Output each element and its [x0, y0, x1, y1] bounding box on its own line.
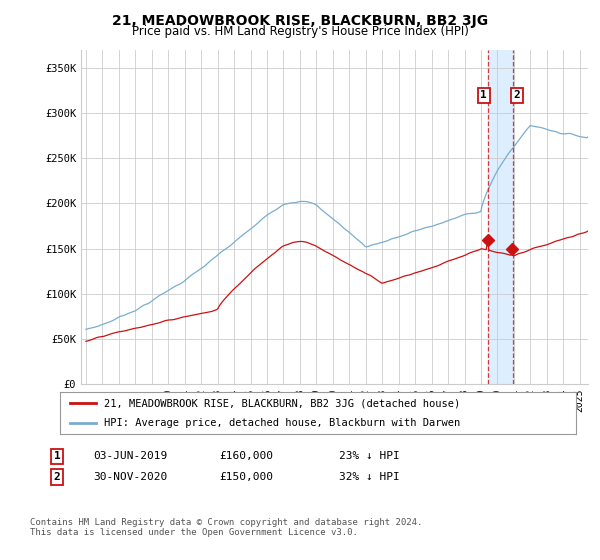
Text: £150,000: £150,000 [219, 472, 273, 482]
Text: 23% ↓ HPI: 23% ↓ HPI [339, 451, 400, 461]
Text: 21, MEADOWBROOK RISE, BLACKBURN, BB2 3JG (detached house): 21, MEADOWBROOK RISE, BLACKBURN, BB2 3JG… [104, 398, 460, 408]
Text: 03-JUN-2019: 03-JUN-2019 [93, 451, 167, 461]
Text: 1: 1 [53, 451, 61, 461]
Text: HPI: Average price, detached house, Blackburn with Darwen: HPI: Average price, detached house, Blac… [104, 418, 460, 428]
Text: 21, MEADOWBROOK RISE, BLACKBURN, BB2 3JG: 21, MEADOWBROOK RISE, BLACKBURN, BB2 3JG [112, 14, 488, 28]
Text: 1: 1 [481, 90, 487, 100]
Text: Contains HM Land Registry data © Crown copyright and database right 2024.
This d: Contains HM Land Registry data © Crown c… [30, 518, 422, 538]
Text: 2: 2 [514, 90, 520, 100]
Text: 2: 2 [53, 472, 61, 482]
Text: 32% ↓ HPI: 32% ↓ HPI [339, 472, 400, 482]
Text: £160,000: £160,000 [219, 451, 273, 461]
Bar [488, 50, 512, 384]
Text: 30-NOV-2020: 30-NOV-2020 [93, 472, 167, 482]
Text: Price paid vs. HM Land Registry's House Price Index (HPI): Price paid vs. HM Land Registry's House … [131, 25, 469, 38]
